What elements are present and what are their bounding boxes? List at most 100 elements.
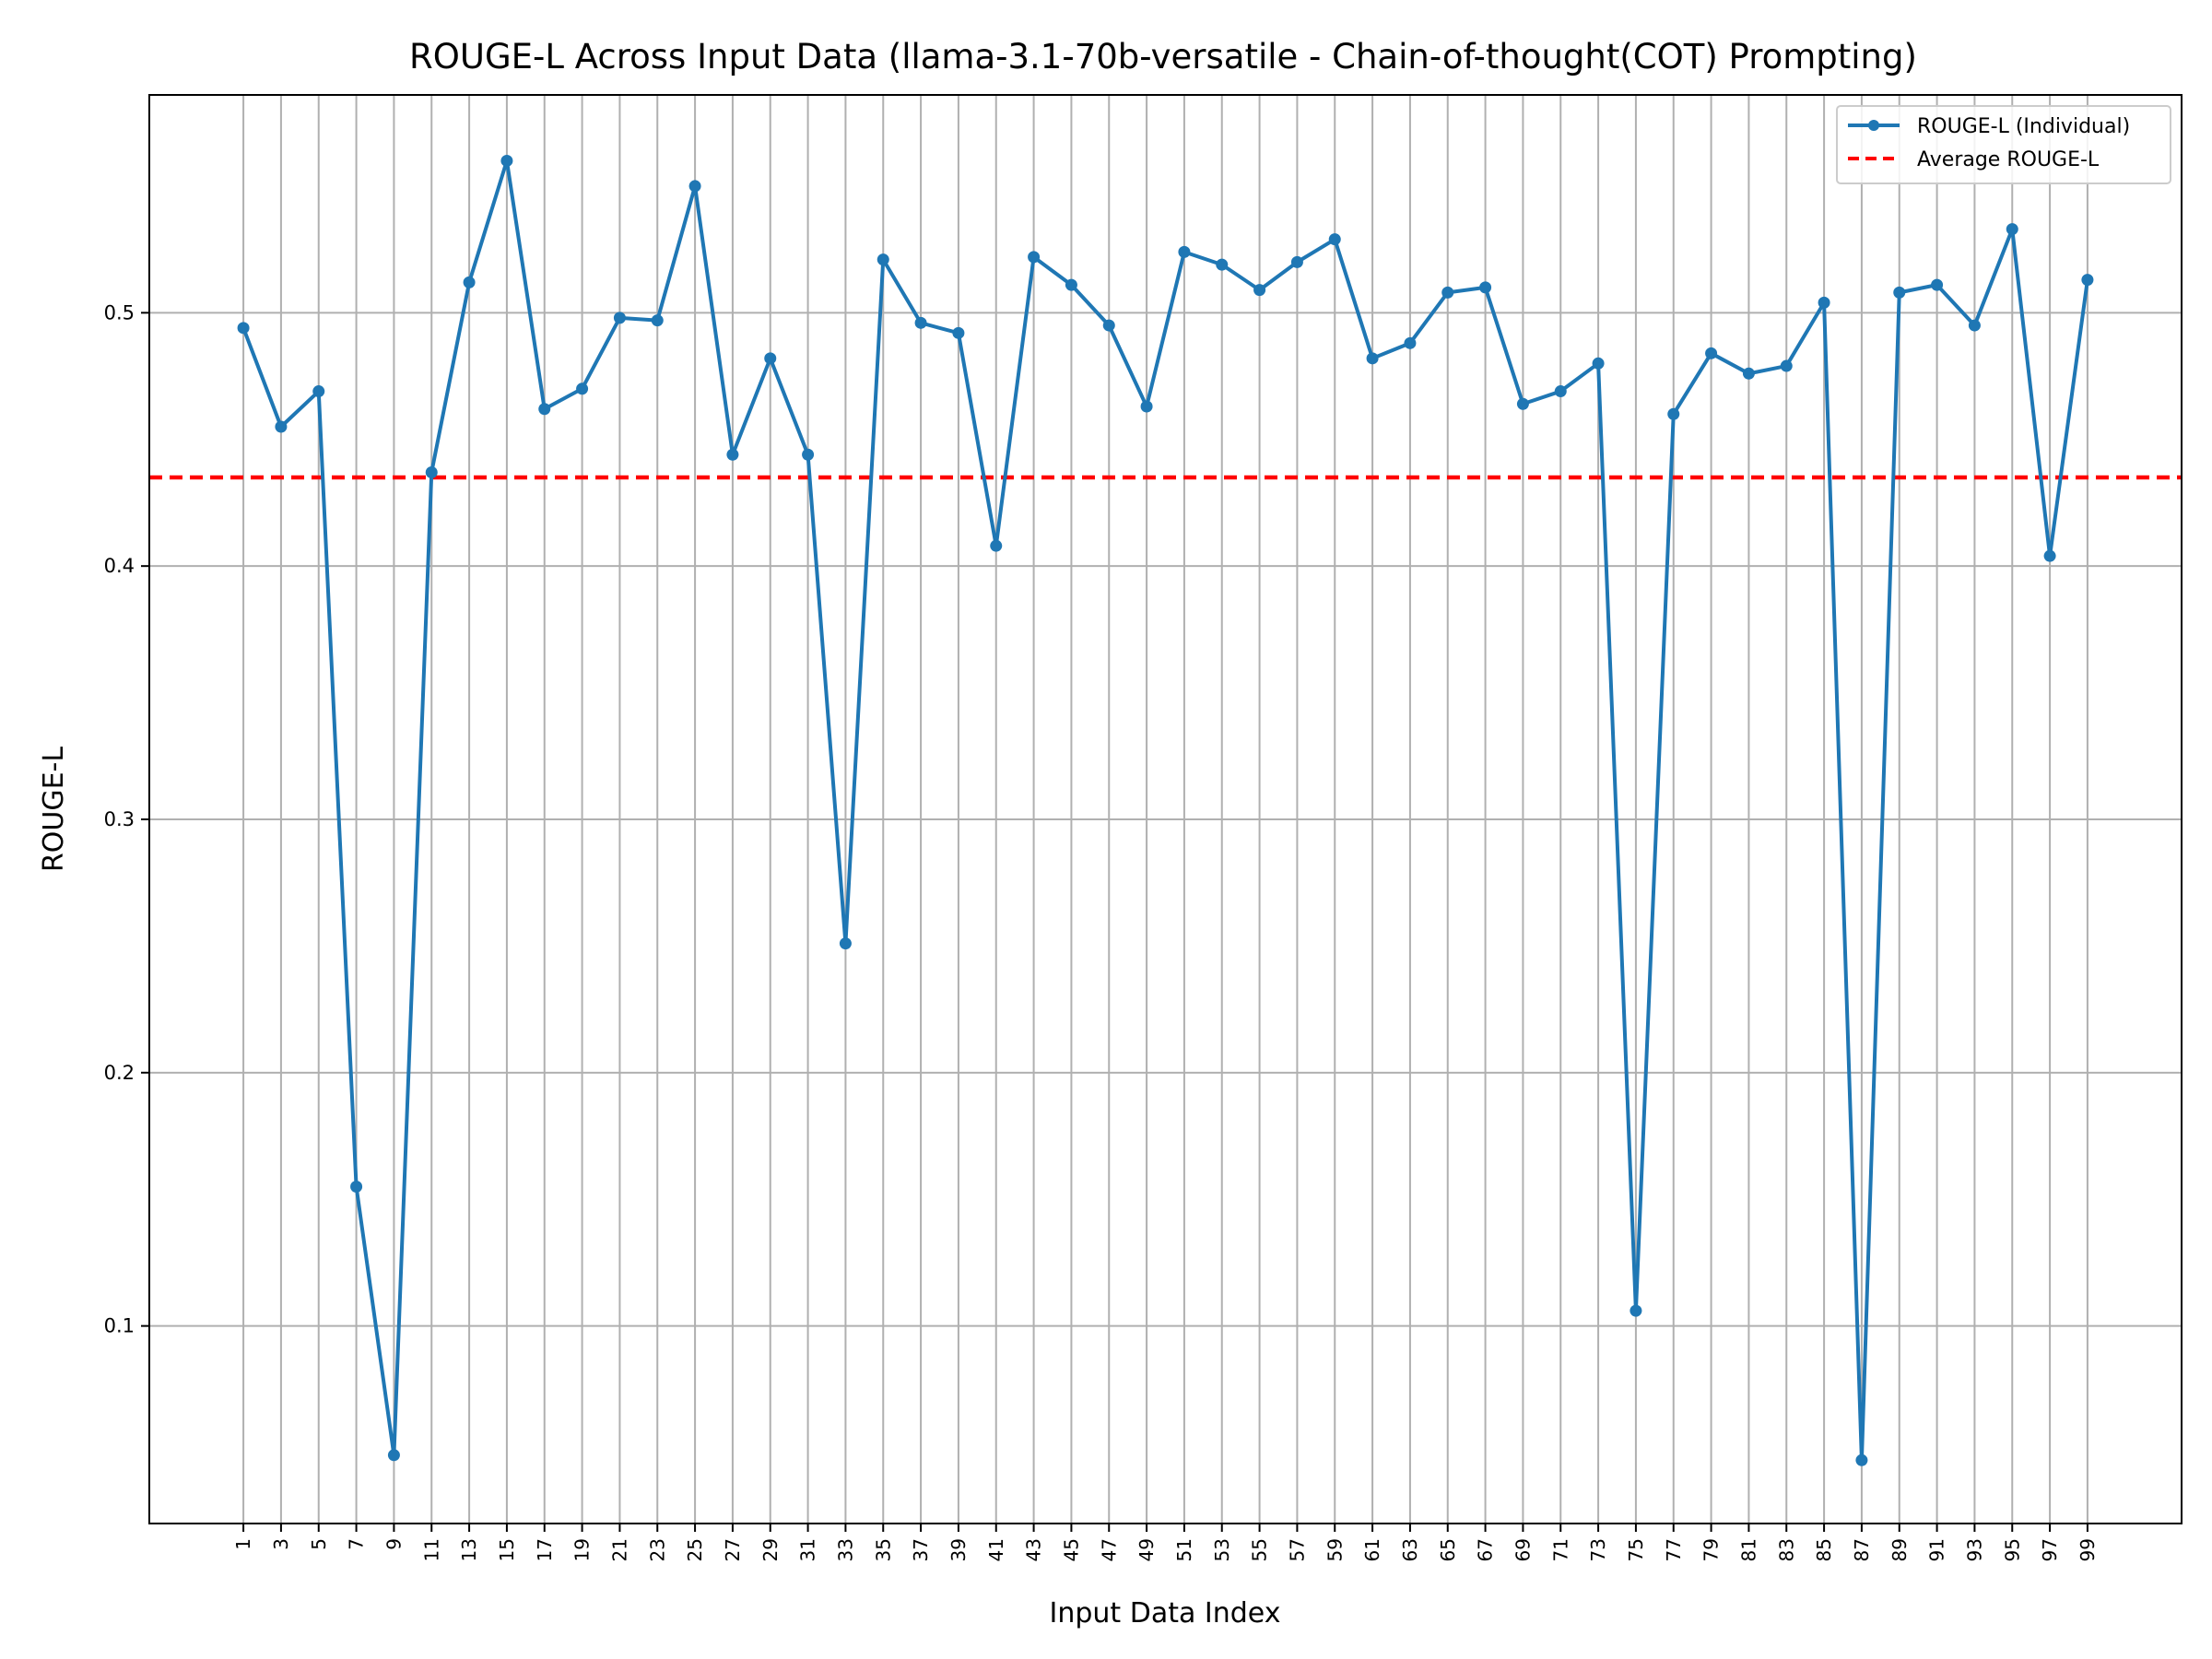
rouge-l-data-point [1366, 352, 1379, 365]
y-axis-label: ROUGE-L [38, 747, 70, 872]
rouge-l-data-point [952, 326, 965, 339]
rouge-l-data-point [538, 403, 551, 416]
plot-frame [148, 94, 2183, 1524]
legend: ROUGE-L (Individual) Average ROUGE-L [1836, 105, 2171, 184]
rouge-l-data-point [1028, 251, 1041, 264]
x-tick-label: 67 [1475, 1538, 1497, 1561]
rouge-l-data-point [1592, 357, 1605, 370]
rouge-l-data-point [1705, 347, 1718, 359]
rouge-l-data-point [764, 352, 777, 365]
y-tick-label: 0.3 [104, 808, 135, 830]
x-tick-label: 77 [1663, 1538, 1685, 1561]
rouge-l-series-line [241, 159, 2089, 1463]
rouge-l-data-point [1479, 281, 1492, 294]
y-tick-label: 0.1 [104, 1315, 135, 1337]
rouge-l-data-point [275, 420, 288, 433]
x-tick-label: 57 [1286, 1538, 1308, 1561]
x-tick-label: 27 [722, 1538, 744, 1561]
x-tick-label: 79 [1700, 1538, 1723, 1561]
x-tick-label: 83 [1775, 1538, 1797, 1561]
rouge-l-data-point [387, 1449, 400, 1462]
x-tick-label: 91 [1926, 1538, 1948, 1561]
chart-title: ROUGE-L Across Input Data (llama-3.1-70b… [409, 37, 1917, 76]
y-axis-ticks: 0.1 0.2 0.3 0.4 0.5 [104, 301, 149, 1337]
x-tick-label: 81 [1737, 1538, 1759, 1561]
x-tick-label: 71 [1549, 1538, 1571, 1561]
x-tick-label: 15 [496, 1538, 518, 1561]
x-tick-label: 25 [684, 1538, 706, 1561]
x-tick-label: 65 [1437, 1538, 1459, 1561]
rouge-l-data-point [613, 312, 626, 324]
rouge-l-data-point [1818, 296, 1830, 309]
x-tick-label: 85 [1813, 1538, 1835, 1561]
rouge-l-data-point [2043, 549, 2056, 562]
rouge-l-data-point [914, 316, 927, 329]
x-tick-label: 11 [420, 1538, 442, 1561]
x-tick-label: 53 [1211, 1538, 1233, 1561]
x-tick-label: 29 [759, 1538, 782, 1561]
rouge-l-data-point [1667, 407, 1680, 420]
x-tick-label: 19 [571, 1538, 594, 1561]
rouge-l-data-point [576, 382, 589, 395]
x-axis-label: Input Data Index [1050, 1597, 1281, 1630]
rouge-l-data-point [651, 314, 664, 327]
x-tick-label: 69 [1512, 1538, 1534, 1561]
rouge-l-data-point [726, 448, 739, 461]
rouge-l-data-point [839, 937, 852, 950]
x-tick-label: 21 [608, 1538, 630, 1561]
rouge-l-data-point [500, 154, 513, 167]
rouge-l-data-point [877, 253, 889, 266]
rouge-l-data-point [1065, 278, 1077, 291]
y-tick-label: 0.5 [104, 301, 135, 324]
legend-box [1836, 105, 2171, 184]
x-tick-label: 3 [270, 1538, 292, 1550]
rouge-l-data-point [1140, 400, 1153, 413]
x-tick-label: 95 [2001, 1538, 2023, 1561]
rouge-l-data-point [425, 465, 438, 478]
x-tick-label: 93 [1963, 1538, 1985, 1561]
x-tick-label: 43 [1023, 1538, 1045, 1561]
rouge-l-data-point [2081, 274, 2094, 287]
x-tick-label: 9 [382, 1538, 405, 1550]
rouge-l-data-point [1102, 319, 1115, 332]
x-tick-label: 13 [458, 1538, 480, 1561]
x-axis-ticks: 1 3 5 7 9 11 13 15 17 19 21 23 25 27 29 31 33 35 37 39 41 43 4… [232, 1524, 2099, 1561]
x-tick-label: 33 [834, 1538, 856, 1561]
x-tick-label: 75 [1625, 1538, 1647, 1561]
x-tick-label: 47 [1098, 1538, 1120, 1561]
rouge-l-data-point [802, 448, 815, 461]
rouge-l-data-point [2006, 223, 2018, 236]
x-tick-label: 97 [2039, 1538, 2061, 1561]
x-tick-label: 23 [646, 1538, 668, 1561]
x-tick-label: 45 [1060, 1538, 1082, 1561]
x-tick-label: 35 [872, 1538, 894, 1561]
x-tick-label: 59 [1324, 1538, 1346, 1561]
rouge-l-data-point [1780, 359, 1793, 372]
rouge-l-data-point [1441, 286, 1454, 299]
x-tick-label: 99 [2077, 1538, 2099, 1561]
x-tick-label: 63 [1399, 1538, 1421, 1561]
rouge-l-data-point [1328, 233, 1341, 246]
x-tick-label: 31 [797, 1538, 819, 1561]
rouge-l-data-point [1893, 286, 1906, 299]
rouge-l-data-point [1178, 245, 1191, 258]
y-tick-label: 0.4 [104, 555, 135, 577]
rouge-l-data-point [688, 180, 701, 193]
rouge-l-data-point [1516, 397, 1529, 410]
x-tick-label: 51 [1173, 1538, 1195, 1561]
rouge-l-data-point [1630, 1304, 1642, 1317]
x-tick-label: 61 [1361, 1538, 1383, 1561]
rouge-l-data-point [1968, 319, 1981, 332]
rouge-l-data-point [1931, 278, 1944, 291]
legend-marker-swatch [1868, 120, 1879, 131]
rouge-l-data-point [463, 276, 476, 288]
x-tick-label: 55 [1249, 1538, 1271, 1561]
rouge-l-data-point [1404, 336, 1417, 349]
x-tick-label: 73 [1587, 1538, 1609, 1561]
x-tick-label: 1 [232, 1538, 254, 1550]
rouge-l-data-point [990, 539, 1003, 552]
x-tick-label: 87 [1851, 1538, 1873, 1561]
x-tick-label: 5 [308, 1538, 330, 1550]
